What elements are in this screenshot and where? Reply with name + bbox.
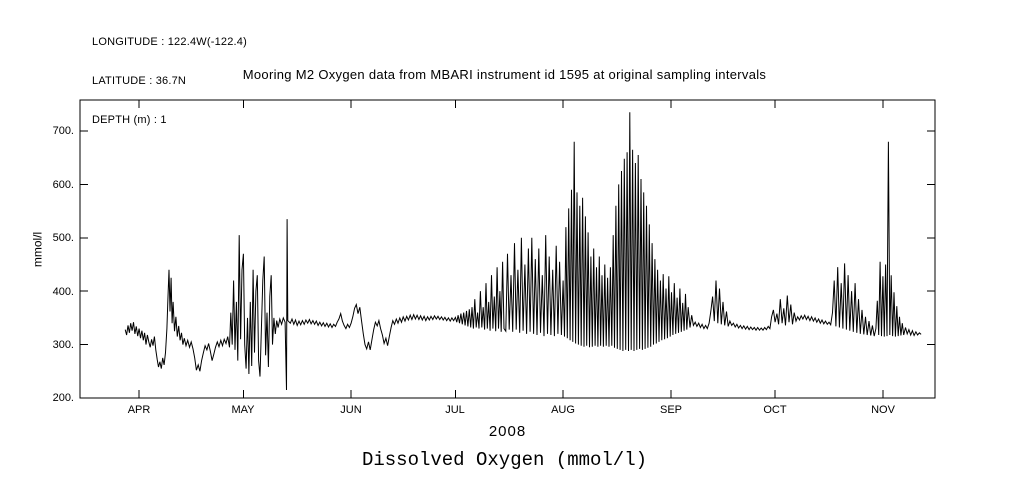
x-tick-label-may: MAY [231,404,255,416]
y-tick-label-300: 300. [52,339,74,351]
longitude-label: LONGITUDE : 122.4W(-122.4) [92,36,247,48]
y-axis-label: mmol/l [30,231,45,268]
plot-title: Mooring M2 Oxygen data from MBARI instru… [242,67,767,82]
latitude-label: LATITUDE : 36.7N [92,75,187,87]
y-tick-label-200: 200. [52,392,74,404]
figure-caption: Dissolved Oxygen (mmol/l) [361,449,648,471]
x-tick-label-oct: OCT [763,404,787,416]
x-tick-label-nov: NOV [871,404,895,416]
x-axis-year-label: 2008 [488,423,527,440]
x-tick-label-apr: APR [127,404,151,416]
y-tick-label-700: 700. [52,125,74,137]
y-tick-label-500: 500. [52,232,74,244]
y-tick-label-600: 600. [52,179,74,191]
x-tick-label-sep: SEP [659,404,682,416]
depth-label: DEPTH (m) : 1 [92,114,167,126]
station-info: LONGITUDE : 122.4W(-122.4) LATITUDE : 36… [92,10,247,153]
y-tick-label-400: 400. [52,286,74,298]
x-tick-label-jul: JUL [445,404,465,416]
x-tick-label-jun: JUN [340,404,362,416]
x-tick-label-aug: AUG [551,404,575,416]
